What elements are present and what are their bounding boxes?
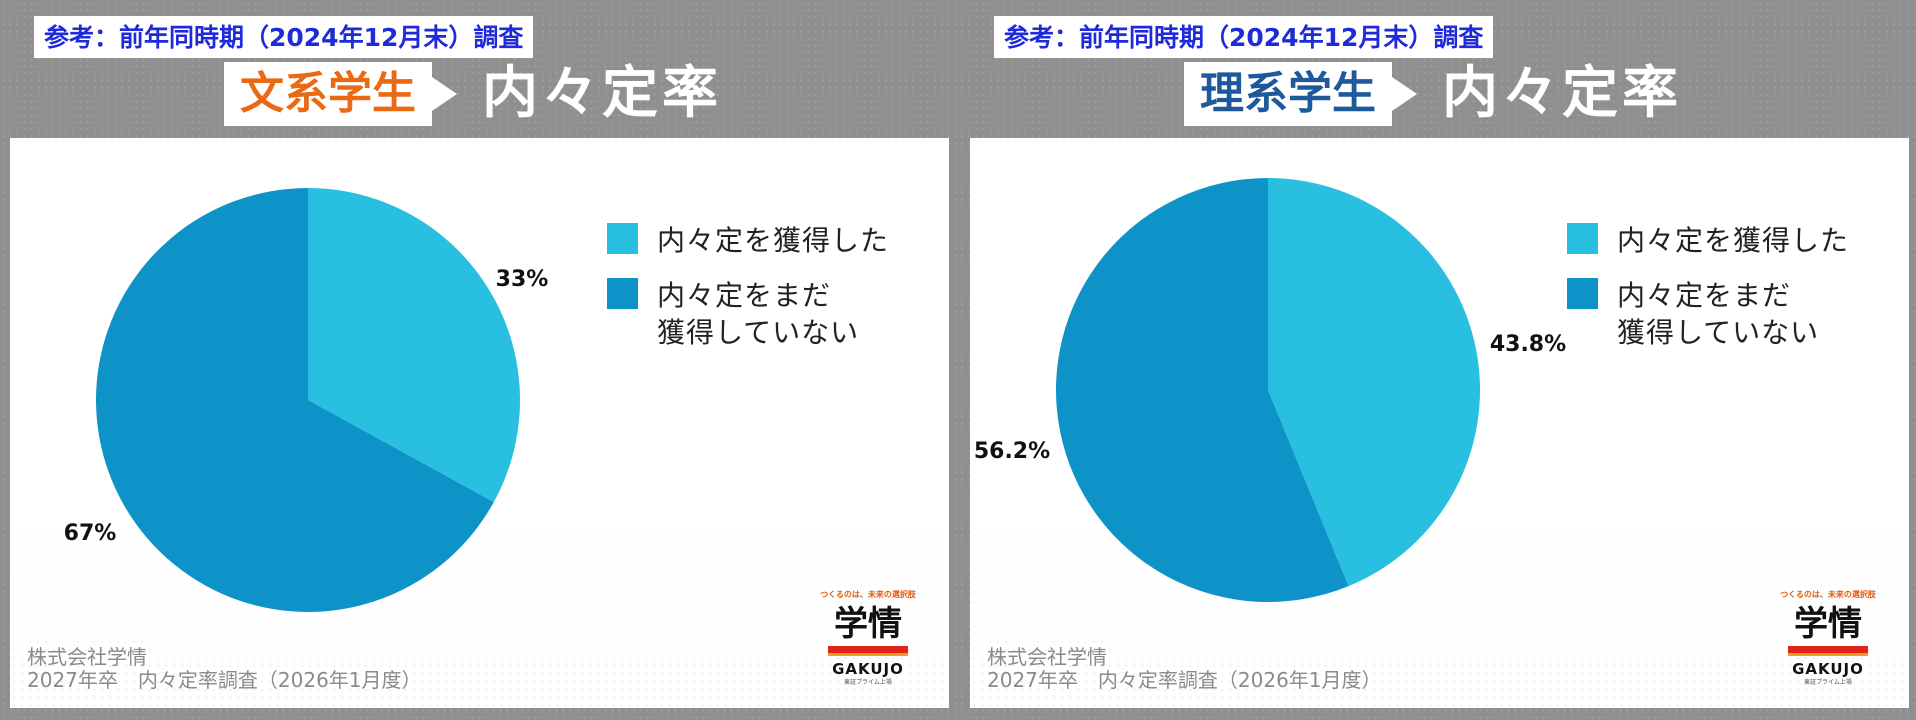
reference-badge: 参考：前年同時期（2024年12月末）調査 (994, 16, 1494, 58)
legend-swatch (607, 278, 638, 309)
logo-bar-accent (1788, 653, 1868, 656)
reference-badge: 参考：前年同時期（2024年12月末）調査 (34, 16, 534, 58)
chevron-right-icon (1389, 75, 1417, 113)
legend-swatch (607, 223, 638, 254)
logo-bar (1788, 646, 1868, 653)
legend-label: 内々定を獲得した (657, 224, 890, 257)
logo-name: 学情 (1794, 604, 1862, 644)
pie-value-label: 56.2% (974, 439, 1050, 464)
legend-item-not-acquired: 内々定をまだ 獲得していない (607, 277, 937, 351)
pie-slice-not-acquired (96, 188, 494, 612)
legend-label: 内々定をまだ 獲得していない (1617, 279, 1820, 349)
logo-sub: 東証プライム上場 (1804, 679, 1852, 686)
pie-value-label: 67% (64, 521, 117, 546)
legend-swatch (1567, 223, 1598, 254)
logo-name: 学情 (834, 604, 902, 644)
pie-slice-not-acquired (1056, 178, 1349, 602)
logo-tagline: つくるのは、未来の選択肢 (820, 590, 916, 599)
pie-value-label: 43.8% (1490, 332, 1566, 357)
pie-chart: 33% 67% (64, 188, 549, 612)
chart-card: 43.8% 56.2% 内々定を獲得した 内々定をまだ 獲得していない 株式会社学… (970, 138, 1909, 708)
pie-slice-acquired (308, 188, 520, 503)
legend-item-acquired: 内々定を獲得した (607, 222, 937, 259)
survey-name: 2027年卒 内々定率調査（2026年1月度） (987, 668, 1382, 692)
page-title: 内々定率 (1442, 61, 1682, 126)
logo-bar (828, 646, 908, 653)
panel-humanities: 参考：前年同時期（2024年12月末）調査 文系学生 内々定率 33% 67% 内… (10, 16, 949, 708)
legend-label: 内々定を獲得した (1617, 224, 1850, 257)
survey-name: 2027年卒 内々定率調査（2026年1月度） (27, 668, 422, 692)
logo-tagline: つくるのは、未来の選択肢 (1780, 590, 1876, 599)
pie-chart: 43.8% 56.2% (974, 178, 1566, 602)
footer-credit: 株式会社学情 2027年卒 内々定率調査（2026年1月度） (987, 646, 1382, 692)
pie-value-label: 33% (496, 267, 549, 292)
gakujo-logo: つくるのは、未来の選択肢 学情 GAKUJO 東証プライム上場 (820, 590, 916, 687)
student-type-tag: 理系学生 (1184, 62, 1392, 126)
pie-slice-acquired (1268, 178, 1480, 587)
logo-name-en: GAKUJO (832, 660, 904, 678)
company-name: 株式会社学情 (27, 645, 147, 669)
legend: 内々定を獲得した 内々定をまだ 獲得していない (607, 222, 937, 371)
legend-swatch (1567, 278, 1598, 309)
legend-item-acquired: 内々定を獲得した (1567, 222, 1897, 259)
chart-card: 33% 67% 内々定を獲得した 内々定をまだ 獲得していない 株式会社学情 20… (10, 138, 949, 708)
footer-credit: 株式会社学情 2027年卒 内々定率調査（2026年1月度） (27, 646, 422, 692)
student-type-tag: 文系学生 (224, 62, 432, 126)
legend: 内々定を獲得した 内々定をまだ 獲得していない (1567, 222, 1897, 371)
chevron-right-icon (429, 75, 457, 113)
gakujo-logo: つくるのは、未来の選択肢 学情 GAKUJO 東証プライム上場 (1780, 590, 1876, 687)
logo-sub: 東証プライム上場 (844, 679, 892, 686)
logo-name-en: GAKUJO (1792, 660, 1864, 678)
company-name: 株式会社学情 (987, 645, 1107, 669)
page-title: 内々定率 (482, 61, 722, 126)
legend-label: 内々定をまだ 獲得していない (657, 279, 860, 349)
panel-science: 参考：前年同時期（2024年12月末）調査 理系学生 内々定率 43.8% 56.… (960, 0, 1916, 720)
logo-bar-accent (828, 653, 908, 656)
legend-item-not-acquired: 内々定をまだ 獲得していない (1567, 277, 1897, 351)
